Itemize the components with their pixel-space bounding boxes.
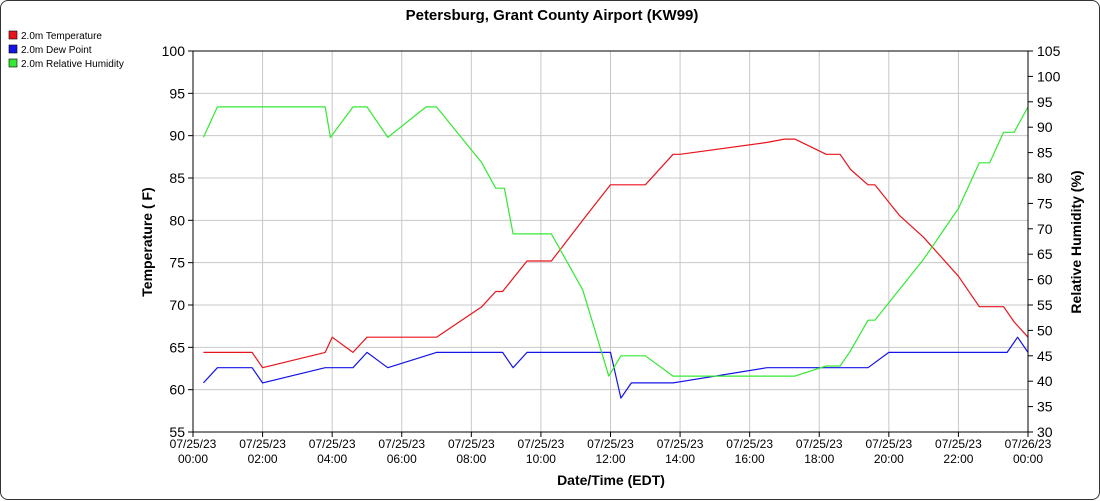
x-axis-label: Date/Time (EDT) xyxy=(557,472,665,488)
y-right-tick-label: 35 xyxy=(1037,399,1053,415)
legend-label: 2.0m Dew Point xyxy=(21,45,92,56)
x-tick-time: 18:00 xyxy=(804,452,834,466)
legend-label: 2.0m Temperature xyxy=(21,31,102,42)
x-tick-date: 07/25/23 xyxy=(448,437,495,451)
x-tick-time: 20:00 xyxy=(874,452,904,466)
legend-swatch xyxy=(8,30,18,40)
y-right-tick-label: 65 xyxy=(1037,246,1053,262)
y-left-tick-label: 80 xyxy=(169,212,185,228)
x-tick-time: 08:00 xyxy=(456,452,486,466)
y-right-tick-label: 45 xyxy=(1037,348,1053,364)
y-right-tick-label: 105 xyxy=(1037,43,1061,59)
x-tick-date: 07/25/23 xyxy=(865,437,912,451)
x-tick-date: 07/25/23 xyxy=(518,437,565,451)
y-right-tick-label: 95 xyxy=(1037,94,1053,110)
y-right-tick-label: 60 xyxy=(1037,272,1053,288)
x-tick-date: 07/25/23 xyxy=(378,437,425,451)
y-right-tick-label: 30 xyxy=(1037,424,1053,440)
x-tick-date: 07/25/23 xyxy=(726,437,773,451)
y-right-axis: 30 35 40 45 50 55 60 65 70 75 80 85 90 95 100 105 xyxy=(1028,43,1061,440)
y-left-tick-label: 55 xyxy=(169,424,185,440)
series-line-2-0m-dew-point xyxy=(202,336,1029,399)
legend-label: 2.0m Relative Humidity xyxy=(21,59,124,70)
y-left-tick-label: 85 xyxy=(169,170,185,186)
series-line-2-0m-temperature xyxy=(203,138,1029,369)
chart-title: Petersburg, Grant County Airport (KW99) xyxy=(406,7,699,24)
x-tick-date: 07/26/23 xyxy=(1005,437,1052,451)
grid xyxy=(192,50,1029,433)
x-tick-time: 02:00 xyxy=(248,452,278,466)
x-axis: 07/25/2300:0007/25/2302:0007/25/2304:000… xyxy=(170,432,1052,466)
x-tick-time: 00:00 xyxy=(1013,452,1043,466)
y-right-tick-label: 75 xyxy=(1037,195,1053,211)
x-tick-time: 04:00 xyxy=(317,452,347,466)
x-tick-time: 10:00 xyxy=(526,452,556,466)
x-tick-date: 07/25/23 xyxy=(170,437,217,451)
series-line-2-0m-relative-humidity xyxy=(202,106,1029,377)
x-tick-date: 07/25/23 xyxy=(657,437,704,451)
y-left-tick-label: 95 xyxy=(169,85,185,101)
y-left-tick-label: 65 xyxy=(169,339,185,355)
y-left-tick-label: 75 xyxy=(169,255,185,271)
y-right-tick-label: 90 xyxy=(1037,119,1053,135)
x-tick-date: 07/25/23 xyxy=(935,437,982,451)
legend-swatch xyxy=(8,44,18,54)
x-tick-date: 07/25/23 xyxy=(796,437,843,451)
y-right-tick-label: 40 xyxy=(1037,373,1053,389)
series-group xyxy=(202,106,1029,399)
x-tick-date: 07/25/23 xyxy=(309,437,356,451)
y-right-tick-label: 100 xyxy=(1037,68,1061,84)
y-left-tick-label: 100 xyxy=(162,43,186,59)
legend-swatch xyxy=(8,58,18,68)
y-left-tick-label: 90 xyxy=(169,128,185,144)
y-right-tick-label: 55 xyxy=(1037,297,1053,313)
y-left-axis: 55 60 65 70 75 80 85 90 95 100 xyxy=(162,43,193,440)
y-left-tick-label: 60 xyxy=(169,382,185,398)
y-right-tick-label: 70 xyxy=(1037,221,1053,237)
y-right-tick-label: 50 xyxy=(1037,322,1053,338)
x-tick-date: 07/25/23 xyxy=(587,437,634,451)
x-tick-time: 22:00 xyxy=(943,452,973,466)
x-tick-time: 06:00 xyxy=(387,452,417,466)
y-right-axis-label: Relative Humidity (%) xyxy=(1068,170,1084,313)
y-left-tick-label: 70 xyxy=(169,297,185,313)
y-right-tick-label: 85 xyxy=(1037,145,1053,161)
x-tick-time: 00:00 xyxy=(178,452,208,466)
x-tick-time: 12:00 xyxy=(595,452,625,466)
y-left-axis-label: Temperature ( F) xyxy=(139,187,155,296)
y-right-tick-label: 80 xyxy=(1037,170,1053,186)
x-tick-date: 07/25/23 xyxy=(239,437,286,451)
x-tick-time: 16:00 xyxy=(735,452,765,466)
legend: 2.0m Temperature 2.0m Dew Point 2.0m Relat… xyxy=(8,30,124,70)
x-tick-time: 14:00 xyxy=(665,452,695,466)
